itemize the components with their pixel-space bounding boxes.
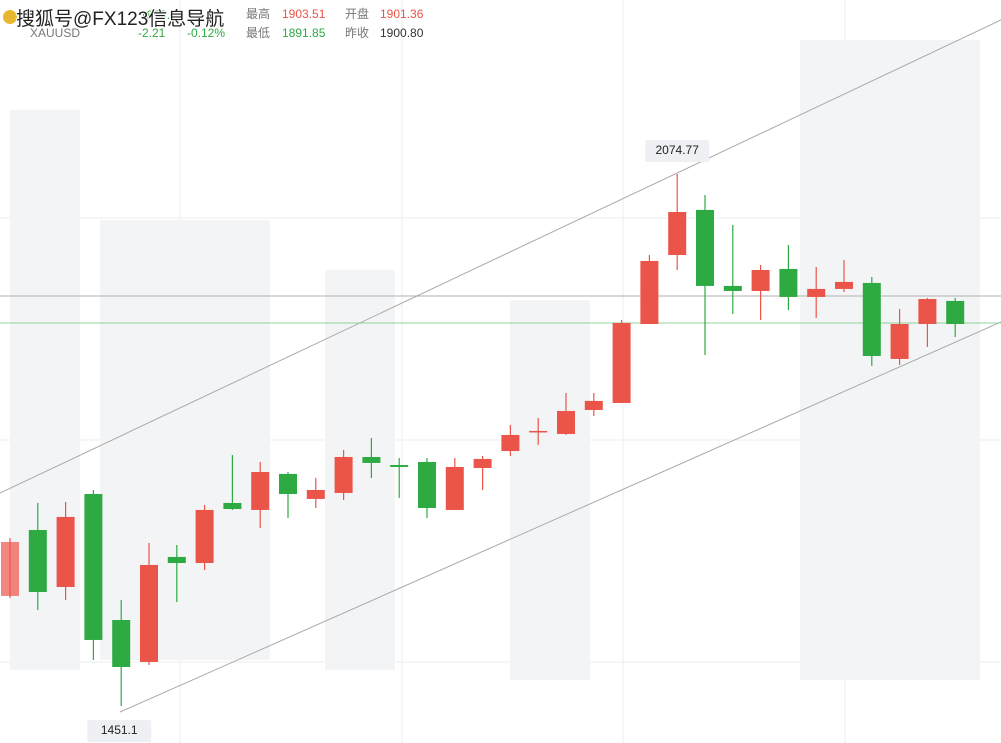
value: 1901.36 — [380, 7, 424, 21]
candle-body — [84, 493, 103, 640]
watermark: 搜狐号@FX123信息导航 — [16, 8, 224, 30]
label: 最低 — [246, 26, 270, 40]
symbol: XAUUSD — [30, 26, 80, 40]
candle-body — [723, 285, 742, 291]
candle-body — [584, 400, 603, 410]
building — [510, 300, 590, 680]
candle-body — [640, 260, 659, 324]
candle-body — [56, 516, 75, 587]
candle-body — [1, 541, 19, 596]
label: 开盘 — [345, 6, 369, 21]
candle-body — [612, 322, 631, 403]
candle-body — [390, 464, 409, 467]
candle-body — [946, 300, 965, 324]
price-label: 2074.77 — [656, 143, 700, 157]
candle-body — [835, 281, 853, 289]
channel-line — [0, 19, 1001, 494]
candle-body — [501, 434, 520, 452]
price-label: 1451.1 — [101, 723, 138, 737]
candle-body — [557, 410, 575, 434]
candle-body — [668, 211, 687, 255]
value: 1903.51 — [282, 7, 326, 21]
price-label-bg — [87, 719, 152, 742]
candles: 2074.77 1451.1 — [1, 139, 965, 742]
candle-body — [195, 509, 214, 564]
candle-body — [445, 466, 464, 510]
candle-body — [334, 456, 353, 493]
candle-body — [112, 619, 131, 667]
label: 最高 — [246, 6, 270, 21]
building — [100, 220, 270, 660]
candle-body — [418, 462, 436, 508]
candle-body — [306, 489, 325, 499]
building — [800, 40, 980, 680]
change: -2.21 — [138, 26, 166, 40]
candle-body — [807, 288, 826, 297]
candle-body — [890, 323, 909, 359]
candle-body — [140, 564, 158, 662]
coin-icon — [3, 10, 17, 24]
value: 1891.85 — [282, 26, 326, 40]
label: 昨收 — [345, 26, 369, 40]
candle-body — [473, 458, 492, 468]
candle-body — [251, 471, 270, 510]
candle-body — [529, 430, 548, 433]
candle-body — [223, 502, 242, 510]
candle-body — [279, 473, 297, 494]
candle-body — [918, 298, 937, 324]
candle-body — [696, 209, 714, 286]
header: 1898.59 XAUUSD -2.21 -0.12% 最高 1903.51 开… — [3, 6, 424, 40]
candle-body — [779, 268, 798, 297]
channel-line — [119, 321, 1001, 713]
candle-body — [28, 529, 47, 593]
price-label-bg — [645, 139, 710, 162]
candle-body — [362, 456, 381, 463]
change-pct: -0.12% — [187, 26, 225, 40]
candle-body — [167, 556, 186, 564]
price: 1898.59 — [140, 8, 184, 22]
candle-body — [862, 282, 881, 356]
value: 1900.80 — [380, 26, 424, 40]
candle-body — [751, 269, 770, 291]
